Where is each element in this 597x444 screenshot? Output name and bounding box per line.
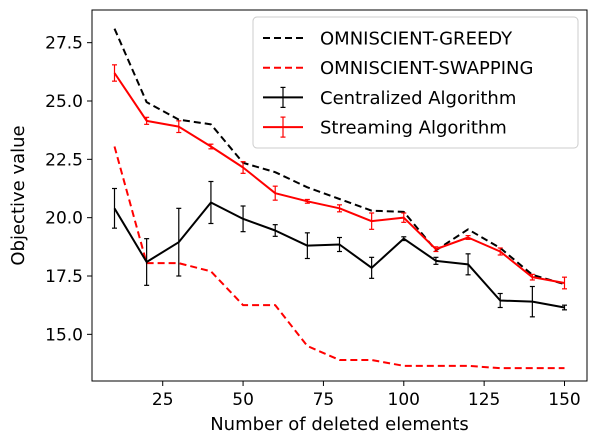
error-bar — [369, 256, 375, 279]
error-bar — [562, 304, 567, 311]
y-tick-label: 22.5 — [45, 150, 83, 170]
error-bar — [562, 276, 567, 290]
error-bar — [529, 285, 535, 318]
x-tick-label: 150 — [548, 390, 580, 410]
error-bar — [304, 232, 310, 260]
error-bar — [112, 64, 117, 82]
error-bar — [144, 238, 150, 286]
series-streaming-algorithm — [112, 64, 567, 290]
error-bar — [112, 187, 117, 229]
error-bar — [529, 273, 535, 281]
x-axis-label: Number of deleted elements — [210, 414, 469, 435]
legend-item-streaming-algorithm: Streaming Algorithm — [263, 116, 507, 139]
x-tick-label: 50 — [232, 390, 254, 410]
error-bar — [465, 253, 471, 276]
series-omniscient-greedy — [113, 28, 565, 286]
error-bar — [208, 180, 214, 225]
error-bar — [144, 116, 150, 125]
error-bar — [497, 247, 503, 256]
legend-label: Streaming Algorithm — [320, 118, 507, 139]
error-bar — [208, 143, 214, 150]
error-bar — [176, 207, 182, 277]
legend-item-omniscient-greedy: OMNISCIENT-GREEDY — [263, 29, 513, 50]
legend-box — [252, 16, 579, 149]
error-bar — [272, 185, 278, 201]
error-bar — [337, 204, 342, 213]
x-axis-ticks: 25 50 75 100 125 150 — [152, 381, 581, 410]
series-line — [113, 146, 565, 370]
x-tick-label: 75 — [313, 390, 335, 410]
x-tick-label: 125 — [468, 390, 500, 410]
legend: OMNISCIENT-GREEDY OMNISCIENT-SWAPPING Cent… — [252, 16, 579, 149]
y-axis-ticks: 15.0 17.5 20.0 22.5 25.0 27.5 — [45, 34, 92, 345]
error-bar — [433, 256, 439, 265]
error-bar — [337, 236, 342, 253]
error-bar — [401, 236, 407, 242]
y-tick-label: 27.5 — [45, 34, 83, 54]
legend-label: OMNISCIENT-GREEDY — [320, 29, 513, 50]
error-bar — [497, 292, 503, 309]
error-bar — [369, 212, 375, 230]
legend-item-omniscient-swapping: OMNISCIENT-SWAPPING — [263, 58, 533, 79]
x-tick-label: 25 — [152, 390, 174, 410]
series-line — [113, 28, 565, 286]
error-bar — [240, 205, 246, 233]
plot-frame — [91, 9, 588, 382]
series-centralized-algorithm — [112, 180, 567, 318]
error-bar — [401, 212, 407, 223]
plot-marks — [112, 28, 567, 370]
error-bar — [272, 224, 278, 237]
y-tick-label: 20.0 — [45, 209, 83, 229]
y-tick-label: 25.0 — [45, 92, 83, 112]
legend-item-centralized-algorithm: Centralized Algorithm — [263, 86, 516, 109]
legend-label: Centralized Algorithm — [320, 88, 516, 109]
legend-label: OMNISCIENT-SWAPPING — [320, 58, 533, 79]
error-bar — [465, 235, 471, 240]
y-tick-label: 15.0 — [45, 325, 83, 345]
y-tick-label: 17.5 — [45, 267, 83, 287]
series-omniscient-swapping — [113, 146, 565, 370]
error-bar — [240, 161, 246, 174]
error-bar — [304, 198, 310, 204]
error-bar — [433, 246, 439, 253]
error-bar — [176, 120, 182, 134]
x-tick-label: 100 — [388, 390, 420, 410]
y-axis-label: Objective value — [8, 125, 29, 265]
